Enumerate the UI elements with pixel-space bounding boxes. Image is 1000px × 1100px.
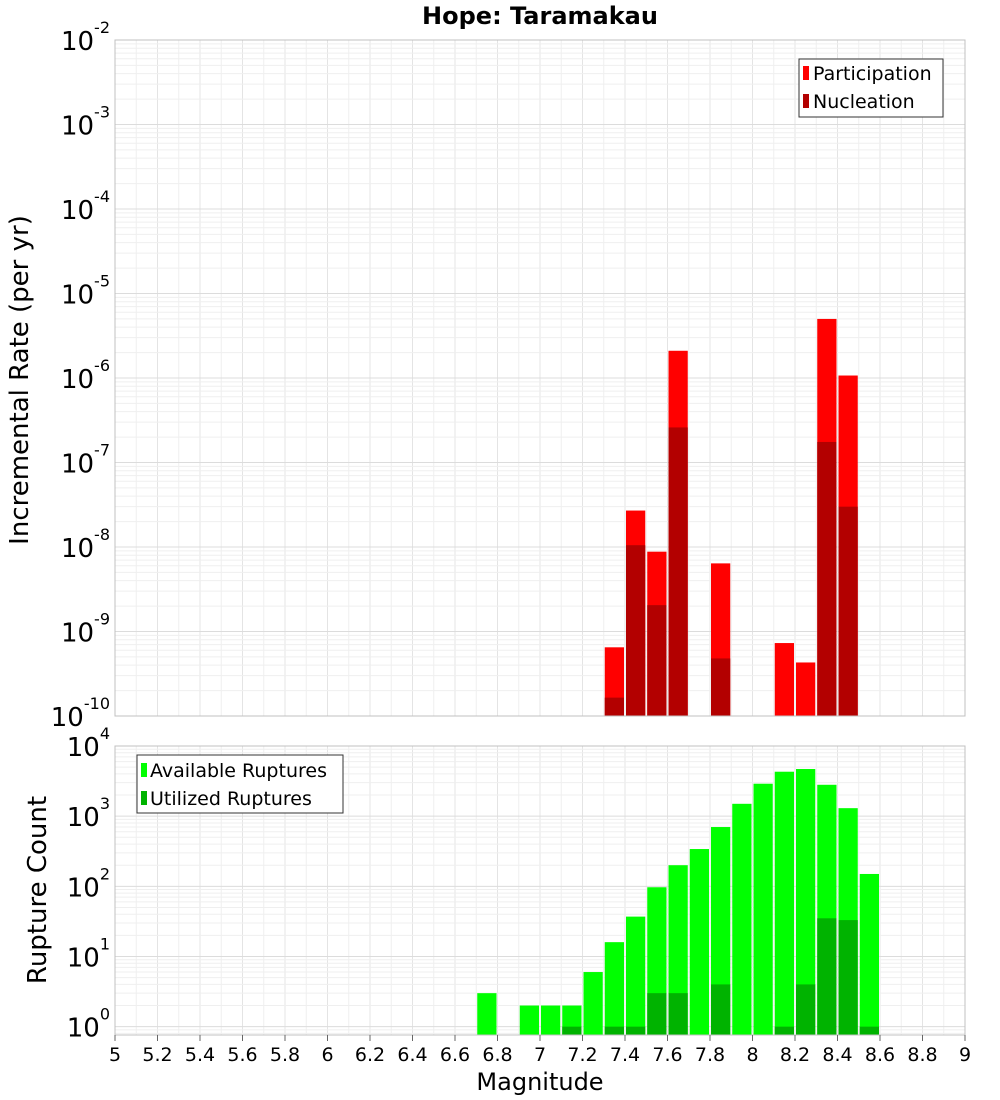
bar-utilized-ruptures-7.45 (626, 1026, 646, 1035)
top-y-ticks: 10-10 10-9 10-8 10-7 10-6 10-5 10-4 10-3 10-2 (51, 18, 110, 733)
x-tick-label: 7.8 (695, 1044, 725, 1066)
y-tick-label: 10-7 (61, 441, 110, 480)
y-tick-label: 10-6 (61, 356, 110, 395)
y-tick-label: 104 (67, 724, 110, 763)
bottom-legend-box (136, 754, 344, 814)
x-axis-label: Magnitude (476, 1068, 603, 1096)
x-tick-label: 6.8 (482, 1044, 512, 1066)
bar-utilized-ruptures-7.85 (711, 984, 731, 1035)
x-tick-label: 6.6 (440, 1044, 470, 1066)
x-ticks: 5 5.2 5.4 5.6 5.8 6 6.2 6.4 6.6 6.8 7 7.2 7.4 7.6 7.8 8… (109, 1035, 971, 1066)
legend-label-nucleation: Nucleation (813, 91, 915, 113)
top-plot-border (114, 39, 966, 717)
legend-label-available: Available Ruptures (150, 760, 327, 782)
bottom-y-axis-label: Rupture Count (23, 796, 53, 984)
bar-nucleation-8.35 (817, 441, 837, 716)
legend-label-utilized: Utilized Ruptures (150, 788, 312, 810)
bar-utilized-ruptures-8.55 (859, 1026, 879, 1035)
y-tick-label: 10-10 (51, 694, 110, 733)
bar-participation-8.25 (796, 662, 816, 716)
y-tick-label: 100 (67, 1005, 110, 1044)
y-tick-label: 102 (67, 864, 110, 903)
bottom-y-ticks: 100 101 102 103 104 (67, 724, 110, 1044)
legend-swatch-available (141, 763, 147, 777)
x-tick-label: 7.6 (652, 1044, 682, 1066)
bottom-legend: Available Ruptures Utilized Ruptures (136, 754, 344, 814)
bar-available-ruptures-8.15 (774, 771, 794, 1035)
x-tick-label: 9 (959, 1044, 971, 1066)
bar-available-ruptures-8.05 (753, 783, 773, 1035)
legend-swatch-participation (803, 66, 809, 80)
bar-nucleation-7.55 (647, 605, 667, 716)
bar-available-ruptures-7.75 (689, 849, 709, 1035)
y-tick-label: 10-8 (61, 525, 110, 564)
bar-available-ruptures-7.35 (604, 942, 624, 1035)
top-y-axis-label: Incremental Rate (per yr) (5, 215, 35, 545)
chart-title: Hope: Taramakau (422, 2, 658, 30)
legend-swatch-nucleation (803, 94, 809, 108)
bar-nucleation-7.85 (711, 658, 731, 716)
x-tick-label: 5.8 (270, 1044, 300, 1066)
x-tick-label: 8.8 (907, 1044, 937, 1066)
bar-available-ruptures-7.85 (711, 827, 731, 1035)
bottom-panel: 100 101 102 103 104 5 5.2 5.4 5.6 5.8 6 6.2 6.4 6.6 6… (23, 724, 971, 1096)
x-tick-label: 8.6 (865, 1044, 895, 1066)
bar-utilized-ruptures-7.35 (604, 1026, 624, 1035)
x-tick-label: 7 (534, 1044, 546, 1066)
top-legend: Participation Nucleation (798, 58, 944, 118)
y-tick-label: 10-2 (61, 18, 110, 57)
bar-available-ruptures-7.05 (541, 1005, 561, 1035)
x-tick-label: 5 (109, 1044, 121, 1066)
bar-utilized-ruptures-7.65 (668, 993, 688, 1035)
y-tick-label: 10-3 (61, 103, 110, 142)
top-panel: 10-10 10-9 10-8 10-7 10-6 10-5 10-4 10-3 10-2 In… (5, 18, 966, 733)
bar-utilized-ruptures-8.45 (838, 920, 858, 1035)
x-tick-label: 6 (321, 1044, 333, 1066)
bar-available-ruptures-7.95 (732, 803, 752, 1035)
bar-nucleation-7.45 (626, 545, 646, 716)
y-tick-label: 101 (67, 934, 110, 973)
bar-nucleation-8.45 (838, 506, 858, 716)
top-legend-box (798, 58, 944, 118)
bar-available-ruptures-8.55 (859, 873, 879, 1035)
bar-available-ruptures-7.65 (668, 865, 688, 1035)
x-tick-label: 6.2 (355, 1044, 385, 1066)
bar-utilized-ruptures-8.35 (817, 918, 837, 1035)
bar-available-ruptures-6.95 (519, 1005, 539, 1035)
bar-available-ruptures-7.45 (626, 916, 646, 1035)
bar-available-ruptures-8.25 (796, 769, 816, 1035)
y-tick-label: 10-5 (61, 272, 110, 311)
y-tick-label: 103 (67, 794, 110, 833)
legend-label-participation: Participation (813, 63, 932, 85)
bar-utilized-ruptures-7.55 (647, 993, 667, 1035)
bar-nucleation-7.65 (668, 427, 688, 716)
bar-utilized-ruptures-7.15 (562, 1026, 582, 1035)
x-tick-label: 5.2 (142, 1044, 172, 1066)
x-tick-label: 7.4 (610, 1044, 640, 1066)
x-tick-label: 8.4 (822, 1044, 852, 1066)
bar-available-ruptures-7.25 (583, 972, 603, 1035)
x-tick-label: 7.2 (567, 1044, 597, 1066)
x-tick-label: 8 (746, 1044, 758, 1066)
bottom-bars (477, 769, 879, 1035)
bar-participation-8.15 (774, 643, 794, 716)
top-grid (114, 40, 966, 717)
bar-available-ruptures-6.75 (477, 993, 497, 1035)
bar-utilized-ruptures-8.25 (796, 984, 816, 1035)
x-tick-label: 6.4 (397, 1044, 427, 1066)
bar-nucleation-7.35 (604, 697, 624, 716)
x-tick-label: 5.6 (227, 1044, 257, 1066)
top-bars (604, 318, 858, 716)
x-tick-label: 5.4 (185, 1044, 215, 1066)
y-tick-label: 10-4 (61, 187, 110, 226)
y-tick-label: 10-9 (61, 610, 110, 649)
x-tick-label: 8.2 (780, 1044, 810, 1066)
legend-swatch-utilized (141, 791, 147, 805)
bar-utilized-ruptures-8.15 (774, 1026, 794, 1035)
